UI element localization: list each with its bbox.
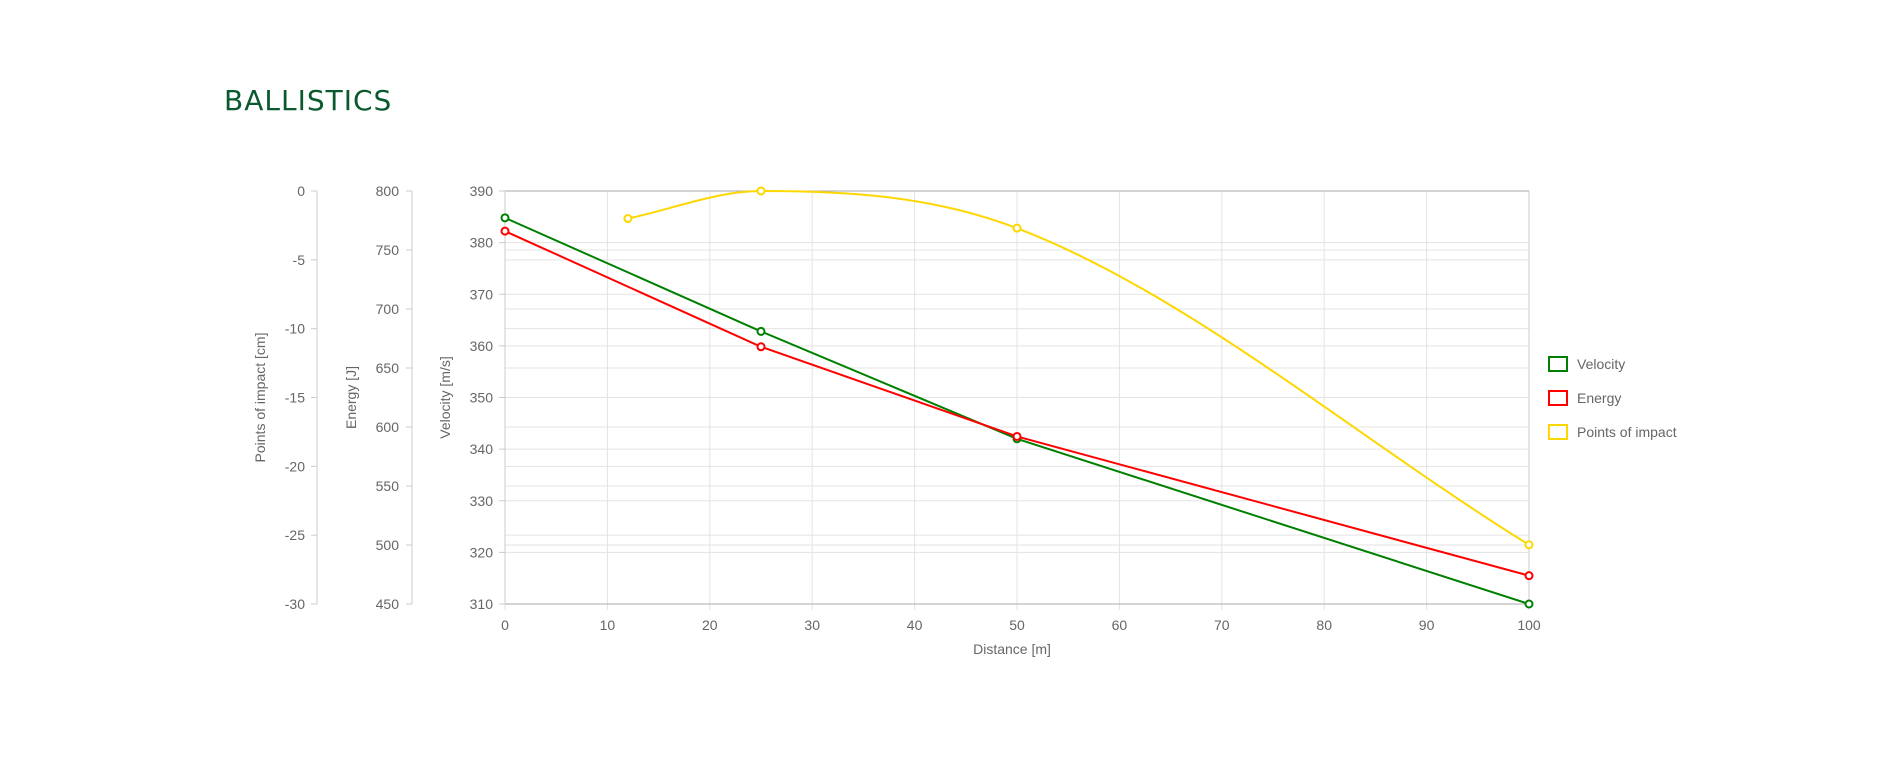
axes: 0 10 20 30 40 50 60 70 80 90 100 310 320 330 340 350 360…: [252, 183, 1541, 633]
impact-tick-label: 0: [297, 183, 305, 199]
legend-label-points-of-impact: Points of impact: [1577, 424, 1677, 440]
points-of-impact-point: [1012, 223, 1022, 233]
legend-swatch-energy: [1548, 390, 1568, 406]
x-tick-label: 60: [1112, 617, 1128, 633]
velocity-tick-label: 340: [470, 441, 494, 457]
energy-point: [1524, 571, 1534, 581]
velocity-tick-label: 350: [470, 390, 494, 406]
energy-point: [756, 342, 766, 352]
energy-tick-label: 750: [376, 242, 400, 258]
impact-tick-label: -30: [285, 596, 305, 612]
x-tick-label: 0: [501, 617, 509, 633]
energy-tick-label: 450: [376, 596, 400, 612]
velocity-tick-label: 320: [470, 544, 494, 560]
x-tick-label: 10: [600, 617, 616, 633]
x-tick-label: 100: [1517, 617, 1541, 633]
impact-tick-label: -20: [285, 458, 305, 474]
energy-tick-label: 650: [376, 360, 400, 376]
grid: [504, 190, 1530, 610]
impact-tick-label: -10: [285, 321, 305, 337]
energy-tick-label: 600: [376, 419, 400, 435]
x-tick-label: 80: [1316, 617, 1332, 633]
energy-tick-label: 500: [376, 537, 400, 553]
velocity-point: [756, 326, 766, 336]
velocity-tick-label: 370: [470, 286, 494, 302]
x-tick-label: 50: [1009, 617, 1025, 633]
velocity-point: [1524, 599, 1534, 609]
energy-tick-label: 800: [376, 183, 400, 199]
legend-label-energy: Energy: [1577, 390, 1621, 406]
energy-tick-label: 700: [376, 301, 400, 317]
impact-tick-label: -25: [285, 527, 305, 543]
legend: Velocity Energy Points of impact: [1548, 356, 1677, 440]
energy-point: [500, 226, 510, 236]
velocity-tick-label: 390: [470, 183, 494, 199]
page-title: BALLISTICS: [224, 84, 393, 117]
points-of-impact-point: [756, 186, 766, 196]
impact-axis-title: Points of impact [cm]: [252, 333, 268, 463]
x-tick-label: 30: [804, 617, 820, 633]
x-tick-label: 40: [907, 617, 923, 633]
points-of-impact-point: [623, 214, 633, 224]
velocity-tick-label: 360: [470, 338, 494, 354]
energy-axis-title: Energy [J]: [343, 366, 359, 429]
x-tick-label: 70: [1214, 617, 1230, 633]
impact-tick-label: -5: [293, 252, 306, 268]
legend-label-velocity: Velocity: [1577, 356, 1625, 372]
x-tick-label: 90: [1419, 617, 1435, 633]
velocity-tick-label: 330: [470, 493, 494, 509]
points-of-impact-line: [627, 189, 1530, 546]
x-axis-title: Distance [m]: [973, 641, 1051, 657]
energy-tick-label: 550: [376, 478, 400, 494]
velocity-axis-title: Velocity [m/s]: [437, 356, 453, 438]
legend-swatch-velocity: [1548, 356, 1568, 372]
legend-swatch-points-of-impact: [1548, 424, 1568, 440]
energy-point: [1012, 431, 1022, 441]
impact-tick-label: -15: [285, 390, 305, 406]
velocity-tick-label: 310: [470, 596, 494, 612]
velocity-point: [500, 213, 510, 223]
x-tick-label: 20: [702, 617, 718, 633]
points-of-impact-point: [1524, 540, 1534, 550]
energy-line: [504, 230, 1530, 577]
velocity-line: [504, 216, 1530, 605]
velocity-tick-label: 380: [470, 235, 494, 251]
series: [500, 186, 1534, 609]
